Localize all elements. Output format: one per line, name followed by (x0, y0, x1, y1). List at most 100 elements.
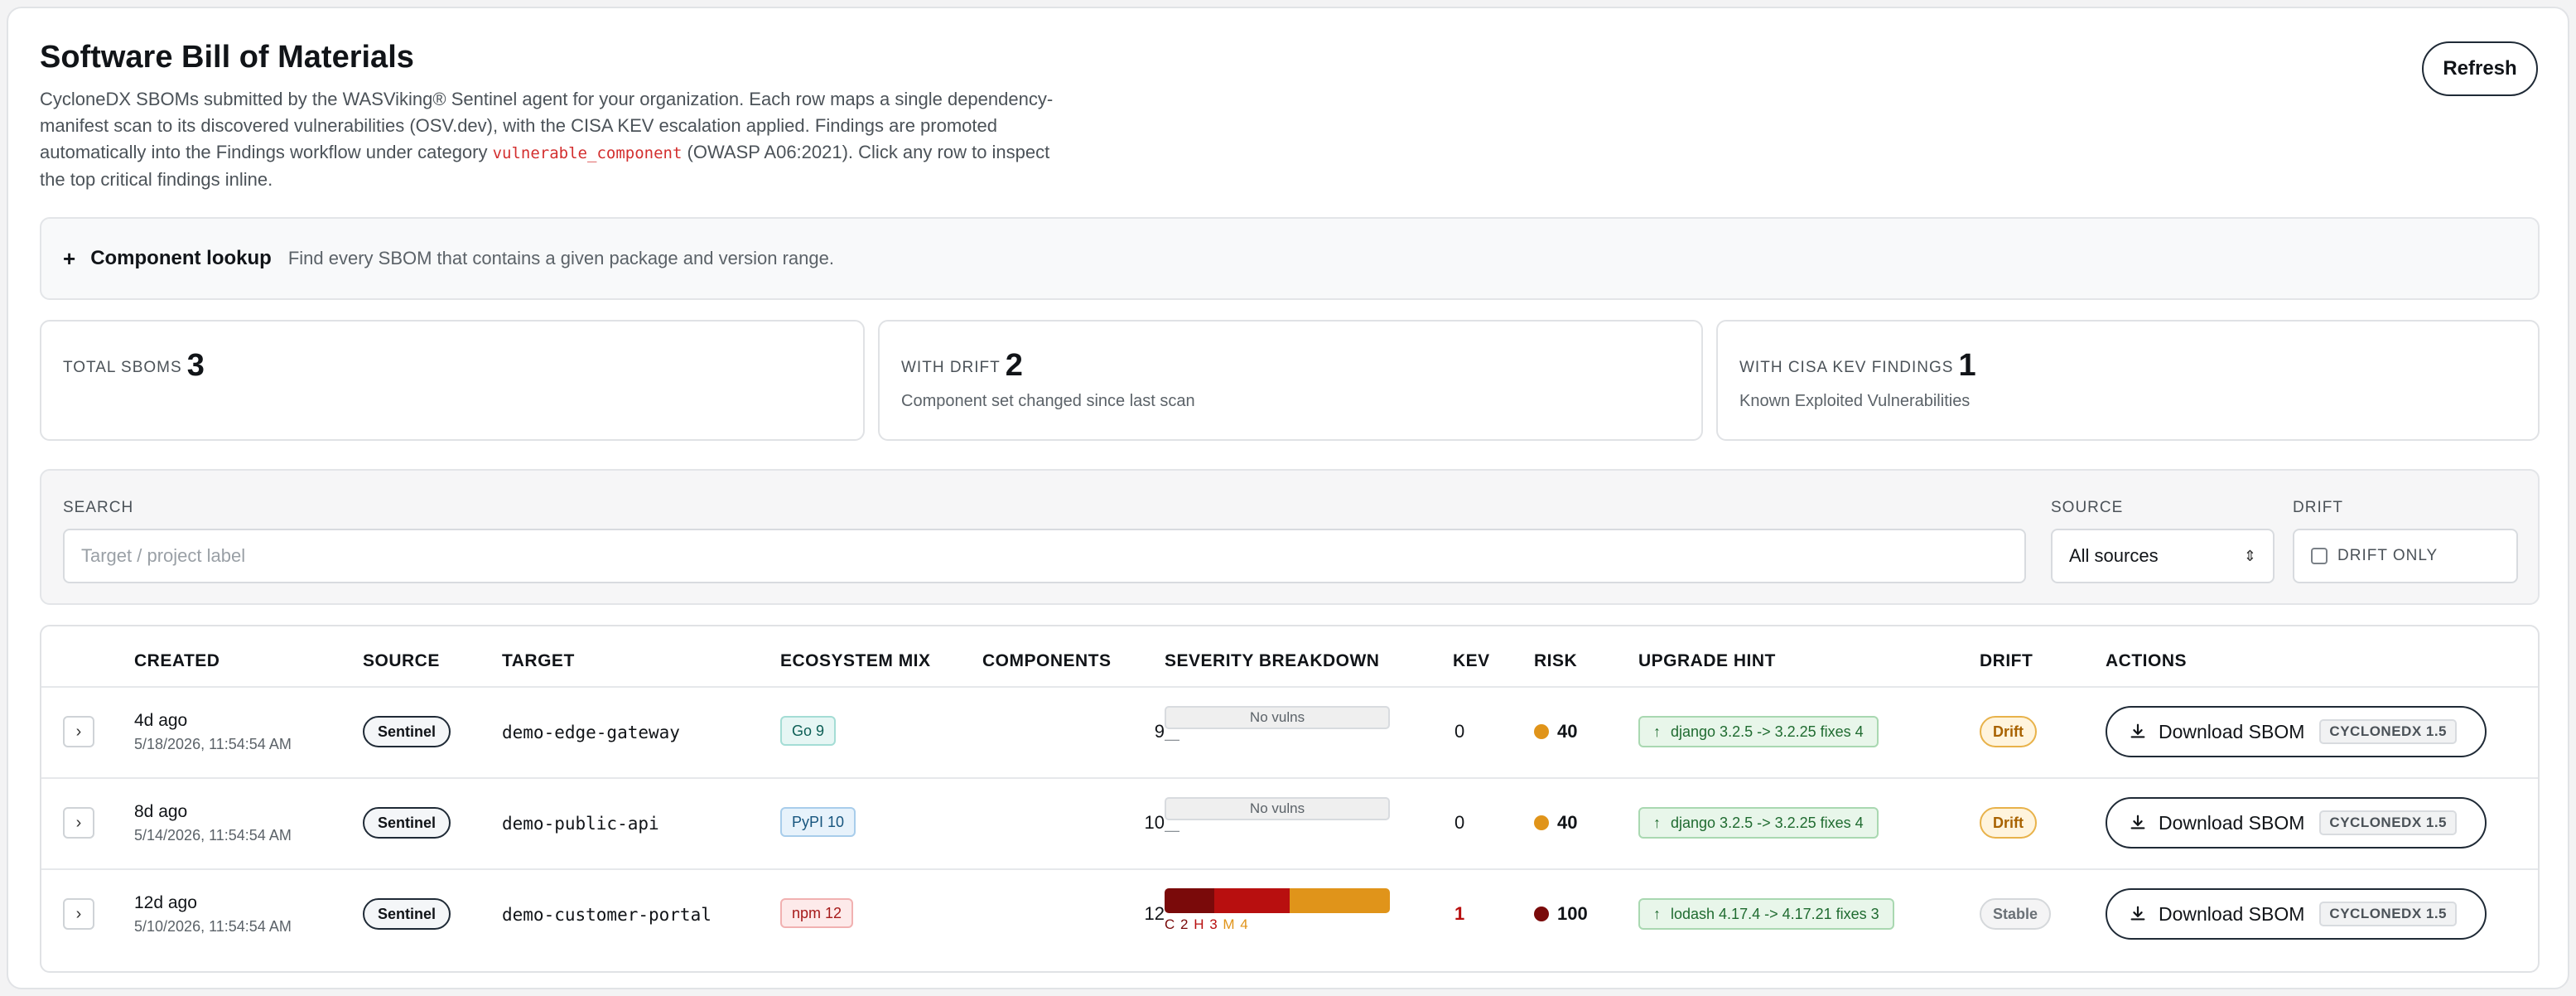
col-source[interactable]: SOURCE (363, 651, 440, 670)
created-timestamp: 5/18/2026, 11:54:54 AM (134, 736, 292, 752)
expand-row-button[interactable]: › (63, 807, 94, 839)
download-sbom-button[interactable]: Download SBOM CYCLONEDX 1.5 (2106, 888, 2487, 940)
download-icon (2130, 815, 2145, 829)
target-label: demo-public-api (502, 814, 659, 834)
severity-high-label: H 3 (1194, 916, 1218, 932)
table-row[interactable]: › 8d ago 5/14/2026, 11:54:54 AM Sentinel… (41, 779, 2538, 868)
severity-critical-segment (1165, 888, 1215, 913)
sbom-page: Software Bill of Materials CycloneDX SBO… (7, 7, 2569, 989)
source-badge: Sentinel (363, 898, 451, 930)
drift-badge: Stable (1980, 898, 2052, 930)
col-kev[interactable]: KEV (1453, 651, 1490, 670)
upgrade-hint: ↑ lodash 4.17.4 -> 4.17.21 fixes 3 (1638, 898, 1894, 930)
chevron-right-icon: › (75, 904, 82, 923)
drift-only-checkbox[interactable]: DRIFT ONLY (2293, 529, 2518, 583)
created-timestamp: 5/10/2026, 11:54:54 AM (134, 918, 292, 935)
filter-bar: SEARCH Target / project label SOURCE All… (40, 469, 2540, 605)
kev-count: 1 (1454, 903, 1465, 924)
download-sbom-button[interactable]: Download SBOM CYCLONEDX 1.5 (2106, 706, 2487, 757)
table-row[interactable]: › 4d ago 5/18/2026, 11:54:54 AM Sentinel… (41, 688, 2538, 777)
stat-with-kev: WITH CISA KEV FINDINGS 1 Known Exploited … (1716, 320, 2540, 441)
col-components[interactable]: COMPONENTS (982, 651, 1112, 670)
severity-no-vulns: No vulns (1165, 706, 1390, 729)
select-chevron-icon: ⇕ (2243, 547, 2256, 564)
severity-high-segment (1214, 888, 1290, 913)
arrow-up-icon: ↑ (1653, 814, 1661, 831)
risk-dot-icon (1534, 724, 1549, 739)
format-badge: CYCLONEDX 1.5 (2319, 902, 2458, 926)
arrow-up-icon: ↑ (1653, 723, 1661, 740)
checkbox-icon (2311, 548, 2328, 564)
source-badge: Sentinel (363, 716, 451, 747)
chevron-right-icon: › (75, 813, 82, 832)
plus-icon: + (63, 245, 76, 271)
source-badge: Sentinel (363, 807, 451, 839)
source-select[interactable]: All sources ⇕ (2051, 529, 2275, 583)
table-row[interactable]: › 12d ago 5/10/2026, 11:54:54 AM Sentine… (41, 870, 2538, 960)
kev-count: 0 (1454, 721, 1465, 742)
col-created[interactable]: CREATED (134, 651, 220, 670)
expand-row-button[interactable]: › (63, 898, 94, 930)
header-divider (41, 686, 2538, 688)
component-lookup-subtitle: Find every SBOM that contains a given pa… (287, 248, 834, 268)
chevron-right-icon: › (75, 722, 82, 741)
drift-badge: Drift (1980, 807, 2037, 839)
download-sbom-button[interactable]: Download SBOM CYCLONEDX 1.5 (2106, 797, 2487, 849)
page-description: CycloneDX SBOMs submitted by the WASViki… (40, 89, 1054, 190)
severity-no-vulns: No vulns (1165, 797, 1390, 820)
arrow-up-icon: ↑ (1653, 905, 1661, 922)
created-timestamp: 5/14/2026, 11:54:54 AM (134, 827, 292, 844)
components-count: 12 (1144, 903, 1165, 924)
col-drift[interactable]: DRIFT (1980, 651, 2033, 670)
target-label: demo-customer-portal (502, 905, 712, 925)
row-divider (41, 777, 2538, 779)
target-label: demo-edge-gateway (502, 723, 680, 742)
severity-medium-label: M 4 (1223, 916, 1249, 932)
risk-dot-icon (1534, 815, 1549, 830)
risk-score: 40 (1534, 812, 1577, 834)
stat-with-drift: WITH DRIFT 2 Component set changed since … (878, 320, 1703, 441)
download-icon (2130, 906, 2145, 921)
risk-score: 40 (1534, 721, 1577, 742)
ecosystem-badge: Go 9 (780, 716, 837, 746)
stat-total-sboms: TOTAL SBOMS 3 (40, 320, 865, 441)
category-code: vulnerable_component (492, 144, 683, 162)
refresh-button[interactable]: Refresh (2422, 41, 2538, 96)
severity-critical-label: C 2 (1165, 916, 1189, 932)
risk-score: 100 (1534, 903, 1588, 925)
col-target[interactable]: TARGET (502, 651, 575, 670)
row-divider (41, 868, 2538, 870)
component-lookup-toggle[interactable]: + Component lookup Find every SBOM that … (40, 217, 2540, 300)
col-ecosystem[interactable]: ECOSYSTEM MIX (780, 651, 931, 670)
kev-count: 0 (1454, 812, 1465, 833)
format-badge: CYCLONEDX 1.5 (2319, 810, 2458, 835)
created-relative: 8d ago (134, 802, 188, 821)
severity-bar (1165, 888, 1390, 913)
download-icon (2130, 723, 2145, 738)
col-severity[interactable]: SEVERITY BREAKDOWN (1165, 651, 1380, 670)
sbom-table: CREATED SOURCE TARGET ECOSYSTEM MIX COMP… (40, 625, 2540, 973)
drift-badge: Drift (1980, 716, 2037, 747)
severity-legend: C 2 H 3 M 4 (1165, 916, 1390, 933)
risk-dot-icon (1534, 907, 1549, 921)
upgrade-hint: ↑ django 3.2.5 -> 3.2.25 fixes 4 (1638, 807, 1879, 839)
components-count: 9 (1154, 721, 1165, 742)
format-badge: CYCLONEDX 1.5 (2319, 719, 2458, 744)
component-lookup-title: Component lookup (90, 247, 272, 269)
col-upgrade-hint[interactable]: UPGRADE HINT (1638, 651, 1776, 670)
search-label: SEARCH (63, 499, 134, 516)
col-risk[interactable]: RISK (1534, 651, 1578, 670)
severity-medium-segment (1290, 888, 1390, 913)
drift-label: DRIFT (2293, 499, 2343, 516)
ecosystem-badge: npm 12 (780, 898, 854, 928)
col-actions: ACTIONS (2106, 651, 2187, 670)
source-label: SOURCE (2051, 499, 2124, 516)
ecosystem-badge: PyPI 10 (780, 807, 856, 837)
search-input[interactable]: Target / project label (63, 529, 2026, 583)
created-relative: 12d ago (134, 893, 197, 912)
page-title: Software Bill of Materials (40, 40, 414, 75)
expand-row-button[interactable]: › (63, 716, 94, 747)
created-relative: 4d ago (134, 711, 188, 730)
upgrade-hint: ↑ django 3.2.5 -> 3.2.25 fixes 4 (1638, 716, 1879, 747)
components-count: 10 (1144, 812, 1165, 833)
